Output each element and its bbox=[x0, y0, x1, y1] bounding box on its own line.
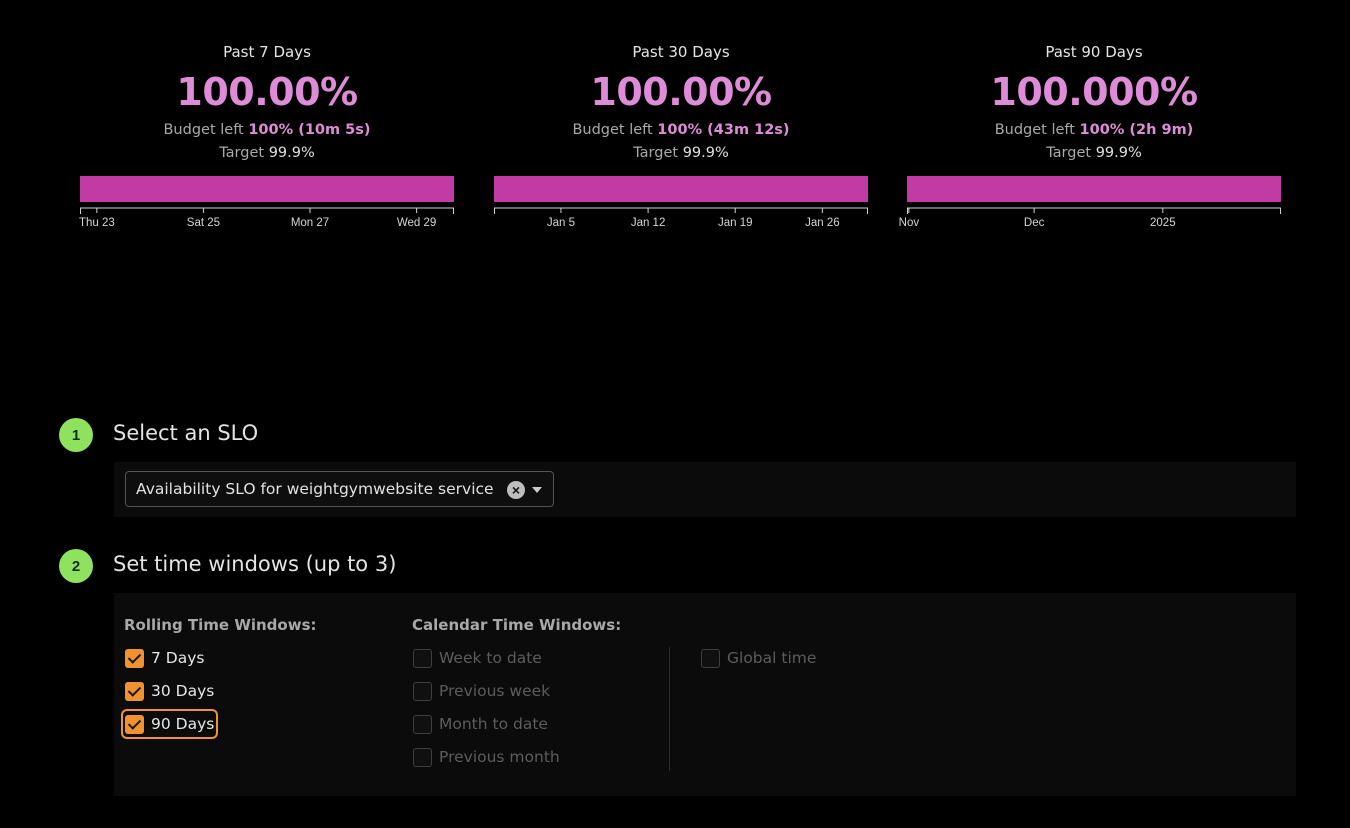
target: Target 99.9% bbox=[493, 145, 869, 161]
target: Target 99.9% bbox=[906, 145, 1282, 161]
checkbox-label: 7 Days bbox=[151, 649, 205, 667]
checkbox-label: Month to date bbox=[439, 715, 548, 733]
checkbox-label: Week to date bbox=[439, 649, 542, 667]
panel-title: Past 90 Days bbox=[1045, 43, 1143, 61]
budget-value: 100% (43m 12s) bbox=[657, 122, 790, 138]
slo-value: 100.00% bbox=[176, 70, 358, 114]
checkbox-unchecked-icon[interactable] bbox=[413, 648, 432, 668]
axis-tick-label: 2025 bbox=[1150, 217, 1176, 229]
checkbox-checked-icon[interactable] bbox=[125, 648, 144, 668]
budget-label: Budget left bbox=[994, 122, 1075, 138]
chevron-down-icon[interactable] bbox=[532, 487, 542, 493]
budget-value: 100% (10m 5s) bbox=[248, 122, 371, 138]
target-value: 99.9% bbox=[682, 145, 729, 161]
axis-tick-label: Dec bbox=[1024, 217, 1045, 229]
budget-left: Budget left 100% (10m 5s) bbox=[79, 122, 455, 138]
slo-select[interactable]: Availability SLO for weightgymwebsite se… bbox=[125, 471, 554, 507]
checkbox-month-to-date[interactable]: Month to date bbox=[413, 711, 548, 737]
budget-label: Budget left bbox=[572, 122, 653, 138]
axis-tick-label: Sat 25 bbox=[187, 217, 220, 229]
checkbox-week-to-date[interactable]: Week to date bbox=[413, 645, 542, 671]
slo-value: 100.00% bbox=[590, 70, 772, 114]
checkbox-unchecked-icon[interactable] bbox=[413, 681, 432, 701]
step-1-title: Select an SLO bbox=[113, 421, 259, 445]
target-label: Target bbox=[633, 145, 679, 161]
slo-panel-7d: Past 7 Days 100.00% Budget left 100% (10… bbox=[79, 0, 455, 240]
status-bar bbox=[80, 176, 454, 202]
step-1-badge: 1 bbox=[59, 418, 93, 452]
axis-tick-label: Jan 12 bbox=[631, 217, 666, 229]
target-label: Target bbox=[219, 145, 265, 161]
slo-select-value: Availability SLO for weightgymwebsite se… bbox=[136, 480, 494, 498]
axis-tick-label: Thu 23 bbox=[79, 217, 115, 229]
checkbox-checked-icon[interactable] bbox=[125, 681, 144, 701]
axis-tick-label: Jan 19 bbox=[718, 217, 753, 229]
slo-select-section: Availability SLO for weightgymwebsite se… bbox=[114, 462, 1296, 517]
checkbox-rolling-30-days[interactable]: 30 Days bbox=[125, 678, 214, 704]
calendar-windows-label: Calendar Time Windows: bbox=[412, 616, 622, 634]
checkbox-unchecked-icon[interactable] bbox=[413, 714, 432, 734]
axis-tick-label: Jan 5 bbox=[547, 217, 575, 229]
target-value: 99.9% bbox=[268, 145, 315, 161]
slo-panel-30d: Past 30 Days 100.00% Budget left 100% (4… bbox=[493, 0, 869, 240]
status-bar-chart: Nov Dec 2025 bbox=[899, 176, 1281, 229]
panel-title: Past 30 Days bbox=[632, 43, 730, 61]
step-2-badge: 2 bbox=[59, 549, 93, 583]
divider bbox=[669, 647, 670, 771]
budget-value: 100% (2h 9m) bbox=[1079, 122, 1194, 138]
checkbox-rolling-90-days[interactable]: 90 Days bbox=[120, 709, 219, 739]
target-label: Target bbox=[1046, 145, 1092, 161]
time-windows-section: Rolling Time Windows: Calendar Time Wind… bbox=[114, 593, 1296, 796]
checkbox-global-time[interactable]: Global time bbox=[701, 645, 816, 671]
status-bar-chart: Thu 23 Sat 25 Mon 27 Wed 29 bbox=[79, 176, 454, 229]
budget-left: Budget left 100% (43m 12s) bbox=[493, 122, 869, 138]
axis-tick-label: Wed 29 bbox=[397, 217, 436, 229]
status-bar bbox=[494, 176, 868, 202]
checkbox-rolling-7-days[interactable]: 7 Days bbox=[125, 645, 204, 671]
checkbox-label: Global time bbox=[727, 649, 817, 667]
checkbox-previous-month[interactable]: Previous month bbox=[413, 744, 560, 770]
checkbox-checked-icon[interactable] bbox=[125, 714, 144, 734]
checkbox-label: Previous week bbox=[439, 682, 551, 700]
checkbox-unchecked-icon[interactable] bbox=[413, 747, 432, 767]
checkbox-previous-week[interactable]: Previous week bbox=[413, 678, 550, 704]
budget-label: Budget left bbox=[163, 122, 244, 138]
slo-panel-90d: Past 90 Days 100.000% Budget left 100% (… bbox=[899, 0, 1282, 240]
checkbox-label: 90 Days bbox=[151, 715, 215, 733]
rolling-windows-label: Rolling Time Windows: bbox=[124, 616, 317, 634]
clear-icon[interactable]: × bbox=[507, 481, 525, 499]
status-bar-chart: Jan 5 Jan 12 Jan 19 Jan 26 bbox=[494, 176, 868, 229]
panel-title: Past 7 Days bbox=[223, 43, 311, 61]
axis-tick-label: Jan 26 bbox=[805, 217, 840, 229]
checkbox-label: 30 Days bbox=[151, 682, 215, 700]
axis-tick-label: Mon 27 bbox=[291, 217, 329, 229]
target-value: 99.9% bbox=[1095, 145, 1142, 161]
status-bar bbox=[907, 176, 1281, 202]
step-2-title: Set time windows (up to 3) bbox=[113, 552, 397, 576]
checkbox-unchecked-icon[interactable] bbox=[701, 648, 720, 668]
target: Target 99.9% bbox=[79, 145, 455, 161]
axis-tick-label: Nov bbox=[899, 217, 920, 229]
slo-value: 100.000% bbox=[990, 70, 1198, 114]
budget-left: Budget left 100% (2h 9m) bbox=[906, 122, 1282, 138]
checkbox-label: Previous month bbox=[439, 748, 560, 766]
